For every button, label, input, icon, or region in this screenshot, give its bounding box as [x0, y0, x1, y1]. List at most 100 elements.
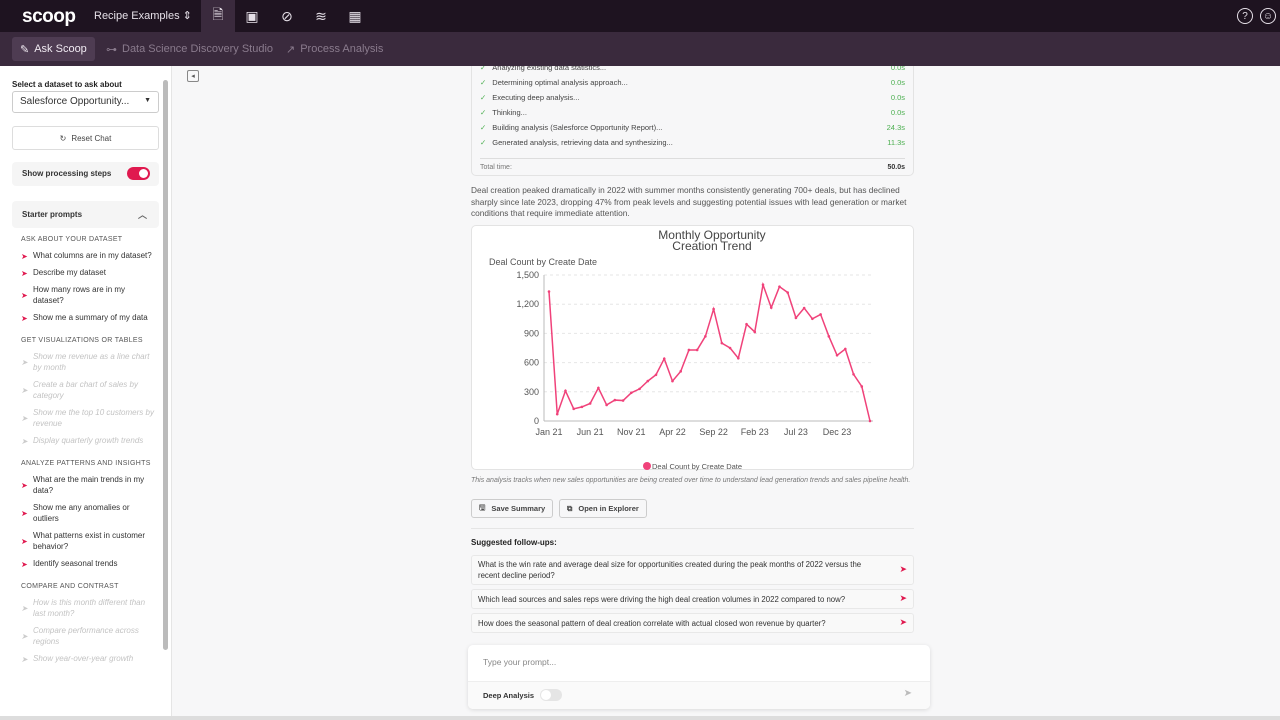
presentation-icon[interactable]: ▣ — [245, 7, 259, 24]
prompt-text: How is this month different than last mo… — [33, 598, 146, 618]
data-point[interactable] — [802, 306, 806, 310]
data-point[interactable] — [621, 399, 625, 402]
database-icon[interactable]: ≋ — [315, 7, 327, 24]
window-bottom-edge — [0, 716, 1280, 720]
chart-card: Monthly Opportunity Creation Trend Deal Co… — [471, 225, 914, 471]
user-icon[interactable]: ☺ — [1260, 8, 1276, 24]
help-icon[interactable]: ? — [1237, 8, 1253, 24]
data-point[interactable] — [662, 357, 666, 361]
data-point[interactable] — [778, 285, 781, 288]
data-point[interactable] — [737, 356, 740, 360]
data-point[interactable] — [753, 330, 757, 334]
dataset-select[interactable]: Salesforce Opportunity... ▼ — [12, 91, 159, 113]
data-point[interactable] — [597, 386, 600, 390]
starter-prompt-item[interactable]: ➤ How many rows are in my dataset? — [0, 284, 162, 312]
process-icon: ↗ — [286, 43, 296, 56]
sub-nav: ✎ Ask Scoop ⊶ Data Science Discovery Studi… — [0, 32, 1280, 66]
prompt-toolbar: Deep Analysis ➤ — [468, 681, 930, 709]
open-explorer-button[interactable]: ⧉ Open in Explorer — [559, 499, 647, 518]
save-summary-button[interactable]: 🖫 Save Summary — [471, 499, 554, 518]
data-point[interactable] — [613, 398, 617, 402]
check-icon: ✓ — [480, 93, 487, 102]
data-point[interactable] — [654, 373, 658, 377]
data-point[interactable] — [868, 419, 872, 423]
prompt-input[interactable]: Type your prompt... — [483, 657, 557, 667]
followup-text: Which lead sources and sales reps were d… — [478, 594, 846, 604]
data-point[interactable] — [811, 317, 814, 321]
step-label: Analyzing existing data statistics... — [492, 63, 607, 72]
data-point[interactable] — [835, 354, 839, 357]
data-point[interactable] — [572, 407, 575, 411]
followup-item[interactable]: How does the seasonal pattern of deal cr… — [471, 613, 914, 633]
project-selector[interactable]: Recipe Examples ⇕ — [94, 9, 192, 22]
document-search-icon[interactable]: 🗎 — [201, 0, 235, 32]
followup-item[interactable]: Which lead sources and sales reps were d… — [471, 589, 914, 609]
data-point[interactable] — [679, 370, 682, 373]
data-point[interactable] — [605, 403, 608, 407]
step-time: 0.0s — [890, 108, 905, 117]
starter-prompts-header[interactable]: Starter prompts ︿ — [12, 201, 159, 228]
show-steps-toggle[interactable] — [127, 167, 150, 180]
starter-prompt-item[interactable]: ➤ Describe my dataset — [0, 267, 162, 284]
x-tick-label: Jul 23 — [784, 427, 808, 437]
collapse-sidebar-icon[interactable]: ◂ — [187, 70, 199, 82]
starter-prompt-item[interactable]: ➤ Show me any anomalies or outliers — [0, 502, 162, 530]
starter-prompt-item[interactable]: ➤ Identify seasonal trends — [0, 558, 162, 575]
refresh-icon: ↻ — [59, 133, 67, 143]
data-point[interactable] — [794, 316, 798, 320]
data-point[interactable] — [580, 405, 584, 409]
data-point[interactable] — [646, 379, 650, 383]
data-point[interactable] — [819, 313, 822, 316]
data-point[interactable] — [671, 379, 674, 383]
data-point[interactable] — [638, 387, 641, 391]
reset-chat-button[interactable]: ↻ Reset Chat — [12, 126, 159, 150]
data-point[interactable] — [745, 322, 748, 326]
data-point[interactable] — [687, 348, 691, 352]
data-point[interactable] — [769, 306, 773, 309]
tab-data-science-studio[interactable]: ⊶ Data Science Discovery Studio — [98, 37, 281, 61]
data-point[interactable] — [720, 341, 724, 345]
data-point[interactable] — [695, 348, 699, 352]
data-point[interactable] — [712, 307, 715, 311]
starter-prompt-item[interactable]: ➤ What are the main trends in my data? — [0, 474, 162, 502]
data-point[interactable] — [555, 412, 559, 416]
caret-down-icon: ▼ — [144, 97, 151, 104]
y-axis-label: Deal Count by Create Date — [489, 257, 597, 267]
check-icon: ✓ — [480, 123, 487, 132]
prompt-text: What columns are in my dataset? — [33, 251, 152, 260]
data-point[interactable] — [761, 283, 765, 287]
data-point[interactable] — [728, 346, 732, 350]
data-point[interactable] — [564, 389, 567, 393]
prompt-text: Identify seasonal trends — [33, 559, 118, 568]
tab-ask-scoop[interactable]: ✎ Ask Scoop — [12, 37, 95, 61]
tab-process-analysis[interactable]: ↗ Process Analysis — [278, 37, 391, 61]
data-point[interactable] — [588, 402, 592, 405]
scoop-logo[interactable]: scoop — [22, 6, 76, 27]
data-point[interactable] — [860, 385, 864, 388]
data-point[interactable] — [786, 291, 789, 294]
starter-prompt-item[interactable]: ➤ What patterns exist in customer behavio… — [0, 530, 162, 558]
send-arrow-icon: ➤ — [21, 268, 28, 278]
spreadsheet-icon[interactable]: ▦ — [348, 7, 362, 24]
data-point[interactable] — [827, 335, 831, 338]
data-point[interactable] — [852, 372, 855, 376]
reset-label: Reset Chat — [71, 133, 112, 143]
starter-prompt-item[interactable]: ➤ What columns are in my dataset? — [0, 250, 162, 267]
tab-label: Process Analysis — [300, 43, 384, 55]
send-icon[interactable]: ➤ — [903, 688, 912, 699]
deep-analysis-toggle[interactable] — [540, 689, 562, 701]
send-arrow-icon: ➤ — [899, 593, 907, 603]
data-point[interactable] — [630, 391, 633, 395]
compass-icon[interactable]: ⊘ — [281, 7, 293, 24]
legend-label[interactable]: Deal Count by Create Date — [652, 462, 742, 471]
y-tick-label: 0 — [534, 416, 539, 426]
data-point[interactable] — [547, 290, 551, 293]
followup-item[interactable]: What is the win rate and average deal si… — [471, 555, 914, 585]
starter-prompt-item[interactable]: ➤ Show me a summary of my data — [0, 312, 162, 329]
data-point[interactable] — [844, 347, 847, 351]
starter-prompt-item: ➤ Show me the top 10 customers by revenue — [0, 407, 162, 435]
sidebar-scrollbar[interactable] — [163, 80, 168, 650]
data-point[interactable] — [704, 335, 707, 338]
prompt-section-title: ASK ABOUT YOUR DATASET — [21, 236, 123, 243]
